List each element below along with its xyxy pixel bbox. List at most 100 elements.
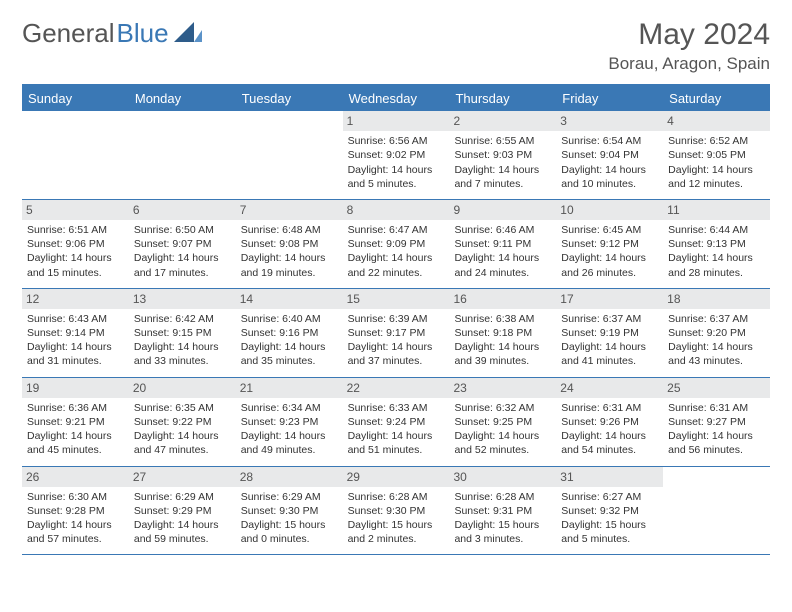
info-line: Sunrise: 6:43 AM [27,312,124,326]
info-line: Sunrise: 6:34 AM [241,401,338,415]
day-number: 10 [556,200,663,220]
week-row: 1 Sunrise: 6:56 AMSunset: 9:02 PMDaylight… [22,111,770,200]
info-line: Sunset: 9:05 PM [668,148,765,162]
info-line: Sunrise: 6:37 AM [561,312,658,326]
day-number: 1 [343,111,450,131]
info-line: Sunset: 9:19 PM [561,326,658,340]
day-info: Sunrise: 6:32 AMSunset: 9:25 PMDaylight:… [454,401,551,458]
info-line: Sunrise: 6:27 AM [561,490,658,504]
info-line: Daylight: 14 hours [134,251,231,265]
info-line: Daylight: 15 hours [241,518,338,532]
day-number: 7 [236,200,343,220]
info-line: Daylight: 14 hours [454,429,551,443]
logo-text-2: Blue [117,18,169,49]
title-block: May 2024 Borau, Aragon, Spain [608,18,770,74]
day-number: 23 [449,378,556,398]
day-number: 30 [449,467,556,487]
day-cell: 14 Sunrise: 6:40 AMSunset: 9:16 PMDayligh… [236,289,343,377]
page-header: GeneralBlue May 2024 Borau, Aragon, Spai… [22,18,770,74]
info-line: and 37 minutes. [348,354,445,368]
info-line: Sunset: 9:29 PM [134,504,231,518]
month-title: May 2024 [608,18,770,52]
day-info: Sunrise: 6:33 AMSunset: 9:24 PMDaylight:… [348,401,445,458]
info-line: Daylight: 14 hours [454,163,551,177]
logo-text-1: General [22,18,115,49]
day-cell: 18Sunrise: 6:37 AMSunset: 9:20 PMDayligh… [663,289,770,377]
info-line: Sunrise: 6:28 AM [348,490,445,504]
info-line: and 2 minutes. [348,532,445,546]
info-line: Sunrise: 6:29 AM [241,490,338,504]
day-info: Sunrise: 6:31 AMSunset: 9:26 PMDaylight:… [561,401,658,458]
info-line: and 45 minutes. [27,443,124,457]
day-info: Sunrise: 6:51 AMSunset: 9:06 PMDaylight:… [27,223,124,280]
day-number: 27 [129,467,236,487]
info-line: Sunset: 9:28 PM [27,504,124,518]
info-line: Sunset: 9:03 PM [454,148,551,162]
info-line: and 52 minutes. [454,443,551,457]
info-line: Sunset: 9:23 PM [241,415,338,429]
day-number: 16 [449,289,556,309]
day-info: Sunrise: 6:55 AMSunset: 9:03 PMDaylight:… [454,134,551,191]
day-header: Tuesday [236,86,343,111]
day-cell [129,111,236,199]
info-line: Sunrise: 6:33 AM [348,401,445,415]
day-header-row: SundayMondayTuesdayWednesdayThursdayFrid… [22,86,770,111]
day-number: 21 [236,378,343,398]
info-line: Sunset: 9:09 PM [348,237,445,251]
info-line: Sunrise: 6:54 AM [561,134,658,148]
day-cell: 16Sunrise: 6:38 AMSunset: 9:18 PMDayligh… [449,289,556,377]
info-line: Sunrise: 6:28 AM [454,490,551,504]
day-number: 14 [236,289,343,309]
day-number: 29 [343,467,450,487]
info-line: Sunrise: 6:52 AM [668,134,765,148]
day-number: 3 [556,111,663,131]
day-info: Sunrise: 6:34 AMSunset: 9:23 PMDaylight:… [241,401,338,458]
weeks-container: 1 Sunrise: 6:56 AMSunset: 9:02 PMDaylight… [22,111,770,555]
day-cell: 21 Sunrise: 6:34 AMSunset: 9:23 PMDayligh… [236,378,343,466]
info-line: and 59 minutes. [134,532,231,546]
day-cell: 2Sunrise: 6:55 AMSunset: 9:03 PMDaylight… [449,111,556,199]
info-line: Sunrise: 6:32 AM [454,401,551,415]
day-cell: 20Sunrise: 6:35 AMSunset: 9:22 PMDayligh… [129,378,236,466]
info-line: Sunset: 9:20 PM [668,326,765,340]
info-line: and 10 minutes. [561,177,658,191]
info-line: Sunset: 9:30 PM [241,504,338,518]
info-line: Daylight: 14 hours [668,340,765,354]
day-info: Sunrise: 6:40 AMSunset: 9:16 PMDaylight:… [241,312,338,369]
info-line: and 15 minutes. [27,266,124,280]
info-line: and 54 minutes. [561,443,658,457]
info-line: Sunrise: 6:40 AM [241,312,338,326]
week-row: 26Sunrise: 6:30 AMSunset: 9:28 PMDayligh… [22,467,770,556]
day-cell: 4Sunrise: 6:52 AMSunset: 9:05 PMDaylight… [663,111,770,199]
info-line: and 43 minutes. [668,354,765,368]
day-cell: 24Sunrise: 6:31 AMSunset: 9:26 PMDayligh… [556,378,663,466]
info-line: Daylight: 14 hours [668,429,765,443]
info-line: Sunset: 9:13 PM [668,237,765,251]
info-line: Sunrise: 6:42 AM [134,312,231,326]
info-line: Daylight: 14 hours [561,340,658,354]
info-line: and 19 minutes. [241,266,338,280]
day-number: 19 [22,378,129,398]
info-line: Sunrise: 6:48 AM [241,223,338,237]
info-line: Sunrise: 6:35 AM [134,401,231,415]
info-line: Sunset: 9:07 PM [134,237,231,251]
day-cell: 11Sunrise: 6:44 AMSunset: 9:13 PMDayligh… [663,200,770,288]
day-number: 6 [129,200,236,220]
info-line: and 28 minutes. [668,266,765,280]
day-info: Sunrise: 6:31 AMSunset: 9:27 PMDaylight:… [668,401,765,458]
info-line: Daylight: 15 hours [348,518,445,532]
info-line: Sunset: 9:30 PM [348,504,445,518]
info-line: and 12 minutes. [668,177,765,191]
day-cell: 1 Sunrise: 6:56 AMSunset: 9:02 PMDaylight… [343,111,450,199]
info-line: Daylight: 14 hours [454,340,551,354]
info-line: and 41 minutes. [561,354,658,368]
info-line: and 33 minutes. [134,354,231,368]
day-header: Thursday [449,86,556,111]
day-info: Sunrise: 6:35 AMSunset: 9:22 PMDaylight:… [134,401,231,458]
day-info: Sunrise: 6:29 AMSunset: 9:29 PMDaylight:… [134,490,231,547]
day-info: Sunrise: 6:56 AMSunset: 9:02 PMDaylight:… [348,134,445,191]
day-number: 25 [663,378,770,398]
day-info: Sunrise: 6:45 AMSunset: 9:12 PMDaylight:… [561,223,658,280]
info-line: and 49 minutes. [241,443,338,457]
info-line: and 3 minutes. [454,532,551,546]
